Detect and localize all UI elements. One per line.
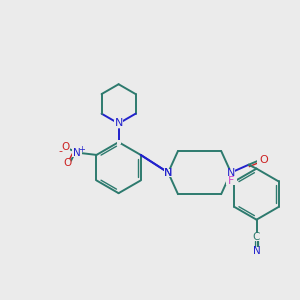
Text: N: N [164,168,172,178]
Text: -: - [58,146,62,156]
Bar [117,140,121,144]
Text: N: N [114,118,123,128]
Text: O: O [63,158,71,168]
Bar [257,156,267,164]
Bar [252,233,261,241]
Text: O: O [259,155,268,165]
Text: O: O [61,142,69,152]
Text: N: N [227,168,235,178]
Bar [72,148,82,158]
Text: N: N [73,148,81,158]
Bar [164,169,172,176]
Text: C: C [253,232,260,242]
Bar [63,159,71,167]
Bar [252,247,261,255]
Bar [226,178,237,185]
Bar [61,143,70,151]
Text: N: N [253,246,260,256]
Text: +: + [78,145,85,154]
Bar [164,169,172,176]
Bar [114,120,123,128]
Text: N: N [164,168,172,178]
Bar [226,169,236,176]
Text: F: F [228,176,235,186]
